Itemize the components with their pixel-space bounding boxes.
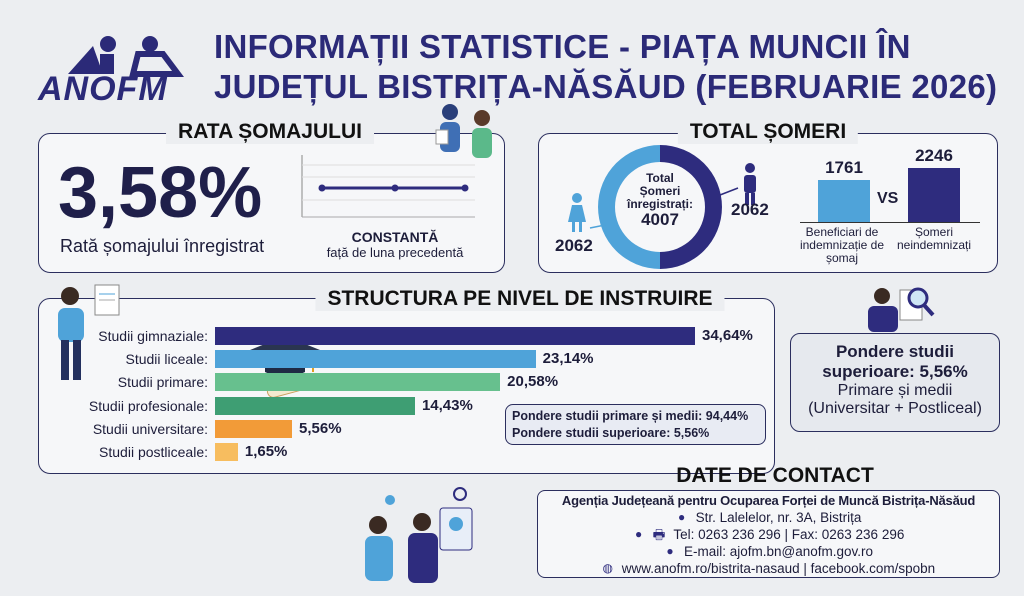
- trend-label: CONSTANTĂ: [351, 229, 439, 245]
- email-row: ● E-mail: ajofm.bn@anofm.gov.ro: [538, 543, 999, 560]
- rate-panel: [38, 133, 505, 273]
- note-higher: Pondere studii superioare: 5,56%: [512, 426, 710, 440]
- rate-trend-chart: [301, 155, 475, 218]
- structure-note-box: Pondere studii primare și medii: 94,44% …: [505, 404, 766, 445]
- bar-5: [215, 443, 238, 461]
- bar-label: Studii gimnaziale:: [98, 328, 208, 344]
- vs-label: VS: [877, 190, 899, 207]
- donut-slice-women: [598, 145, 660, 269]
- logo-text: ANOFM: [38, 70, 168, 108]
- contact-title: DATE DE CONTACT: [676, 464, 874, 487]
- vbar-label: Beneficiari de indemnizație de șomaj: [799, 225, 885, 265]
- bar-label: Studii postliceale:: [99, 444, 208, 460]
- page-title-line2: JUDEȚUL BISTRIȚA-NĂSĂUD (FEBRUARIE 2026): [214, 68, 998, 105]
- center-value: 4007: [641, 210, 679, 229]
- globe-icon: ◍: [602, 561, 614, 575]
- bar-value: 1,65%: [244, 443, 288, 460]
- vbar-value: 2246: [915, 146, 953, 165]
- anofm-logo: ANOFM: [38, 32, 198, 108]
- phone-row: ● 🖶 Tel: 0263 236 296 | Fax: 0263 236 296: [538, 526, 999, 543]
- logo-figures-icon: [68, 36, 184, 77]
- people-working-illustration-icon: [365, 487, 473, 583]
- trend-point: [318, 184, 326, 192]
- trend-point: [391, 184, 399, 192]
- side-line1: Pondere studii: [835, 342, 955, 361]
- vbar-0: [818, 179, 870, 222]
- phone-value: Tel: 0263 236 296 | Fax: 0263 236 296: [673, 527, 905, 542]
- center-line3: înregistrați:: [626, 197, 693, 211]
- web-link[interactable]: www.anofm.ro/bistrita-nasaud | facebook.…: [621, 561, 936, 576]
- bar-0: [215, 327, 695, 345]
- bar-value: 23,14%: [542, 350, 594, 367]
- women-count: 2062: [555, 236, 593, 255]
- trend-note: față de luna precedentă: [326, 245, 464, 260]
- bar-3: [215, 397, 415, 415]
- bar-label: Studii profesionale:: [88, 398, 208, 414]
- agency-name: Agenția Județeană pentru Ocuparea Forței…: [561, 493, 976, 508]
- printer-icon: 🖶: [652, 527, 666, 542]
- total-title: TOTAL ȘOMERI: [677, 120, 859, 144]
- vbar-label: Șomeri neindemnizați: [896, 225, 972, 252]
- rate-value: 3,58%: [58, 153, 263, 233]
- bar-value: 14,43%: [421, 397, 473, 414]
- location-pin-icon: ●: [677, 510, 686, 524]
- address-row: ● Str. Lalelelor, nr. 3A, Bistrița: [538, 509, 999, 526]
- woman-icon: [568, 193, 586, 232]
- note-primary-secondary: Pondere studii primare și medii: 94,44%: [512, 409, 749, 423]
- bar-1: [215, 350, 536, 368]
- donut-center-label: Total Șomeri înregistrați: 4007: [620, 172, 700, 229]
- center-line2: Șomeri: [639, 184, 681, 198]
- structure-title: STRUCTURA PE NIVEL DE INSTRUIRE: [315, 287, 725, 311]
- trend-point: [461, 184, 469, 192]
- vbar-value: 1761: [825, 157, 863, 177]
- bar-label: Studii primare:: [117, 374, 208, 390]
- side-line4: (Universitar + Postliceal): [808, 400, 982, 417]
- side-line2: superioare: 5,56%: [822, 362, 968, 381]
- address-text: Str. Lalelelor, nr. 3A, Bistrița: [695, 510, 862, 525]
- bar-4: [215, 420, 293, 438]
- people-illustration-icon: [435, 104, 492, 158]
- bar-2: [215, 373, 501, 391]
- man-icon: [744, 163, 756, 205]
- bar-baseline: [800, 222, 980, 223]
- center-line1: Total: [646, 171, 674, 185]
- donut-slice-men: [660, 145, 722, 269]
- web-row: ◍ www.anofm.ro/bistrita-nasaud | facebook…: [538, 560, 999, 577]
- men-count: 2062: [731, 200, 769, 219]
- side-line3: Primare și medii: [837, 382, 953, 399]
- person-with-cv-illustration-icon: [58, 284, 120, 380]
- vbar-1: [908, 168, 960, 222]
- mail-icon: ●: [666, 544, 674, 558]
- bar-label: Studii liceale:: [125, 351, 209, 367]
- contact-box: Agenția Județeană pentru Ocuparea Forței…: [537, 490, 1000, 578]
- rate-title: RATA ȘOMAJULUI: [166, 120, 374, 144]
- bar-value: 5,56%: [299, 420, 342, 437]
- page-title-line1: INFORMAȚII STATISTICE - PIAȚA MUNCII ÎN: [214, 28, 911, 65]
- bar-label: Studii universitare:: [92, 421, 208, 437]
- donut-chart: [568, 145, 756, 269]
- person-magnifier-illustration-icon: [868, 287, 935, 332]
- bar-value: 34,64%: [702, 327, 753, 344]
- email-link[interactable]: E-mail: ajofm.bn@anofm.gov.ro: [683, 544, 874, 559]
- bar-value: 20,58%: [507, 373, 559, 390]
- rate-subtitle: Rată șomajului înregistrat: [60, 236, 265, 256]
- phone-icon: ●: [635, 527, 643, 541]
- higher-education-box: Pondere studii superioare: 5,56% Primare…: [790, 333, 1000, 432]
